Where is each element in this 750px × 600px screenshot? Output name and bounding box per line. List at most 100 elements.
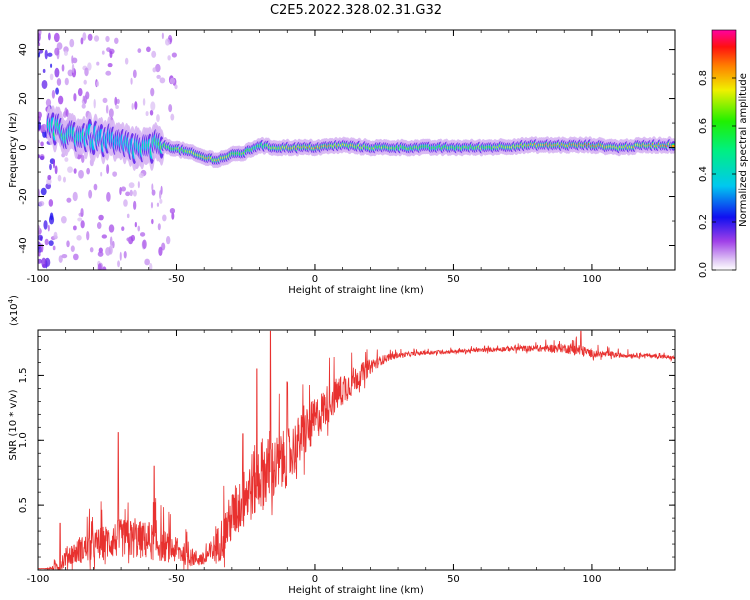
spectrogram-noise-cell (169, 77, 175, 85)
spectrogram-noise-cell (114, 96, 118, 106)
spectrogram-noise-cell (93, 98, 96, 109)
spectrogram-noise-cell (42, 68, 46, 73)
spectrogram-noise-cell (40, 187, 47, 196)
spectrogram-noise-cell (170, 113, 175, 121)
snr-series-line (38, 330, 675, 570)
spectrogram-noise-cell (126, 213, 130, 219)
spectrogram-noise-cell (52, 245, 56, 251)
spectrogram-noise-cell (40, 243, 44, 253)
spectrogram-noise-cell (149, 109, 154, 116)
y-tick-label: 1.5 (18, 367, 29, 383)
spectrogram-axes: -100 -50 0 50 100 -40 -20 0 20 40 (18, 30, 676, 285)
spectrogram-noise-cell (125, 191, 131, 197)
spectrogram-noise-cell (98, 214, 104, 221)
spectrogram-noise-cell (139, 232, 146, 237)
spectrogram-noise-cell (66, 197, 72, 203)
spectrogram-noise-cell (47, 224, 50, 232)
spectrogram-noise-cell (149, 263, 153, 270)
spectrogram-noise-cell (38, 188, 41, 198)
spectrogram-noise-cell (123, 199, 128, 207)
y-tick-label: -40 (18, 237, 29, 253)
colorbar-tick-label: 0.2 (698, 214, 709, 230)
spectrogram-noise-cell (132, 189, 137, 197)
spectrogram-noise-cell (69, 38, 75, 48)
spectrogram-noise-cell (116, 98, 120, 105)
spectrogram-noise-cell (115, 104, 119, 110)
spectrogram-noise-cell (150, 201, 154, 209)
spectrogram-noise-cell (134, 221, 137, 228)
spectrogram-noise-cell (138, 172, 144, 178)
spectrogram-noise-cell (57, 174, 62, 182)
spectrogram-noise-cell (146, 46, 151, 53)
spectrogram-noise-cell (66, 240, 70, 248)
spectrogram-noise-cell (58, 255, 63, 263)
spectrogram-noise-cell (159, 198, 163, 204)
spectrogram-noise-cell (161, 32, 164, 40)
spectrogram-noise-cell (102, 266, 107, 270)
spectrogram-noise-cell (158, 246, 163, 256)
y-tick-label: -20 (18, 188, 29, 204)
spectrogram-noise-cell (150, 87, 155, 97)
spectrogram-noise-cell (155, 63, 161, 73)
spectrogram-noise-cell (171, 212, 175, 220)
x-tick-label: 50 (447, 574, 460, 585)
spectrogram-noise-cell (97, 263, 102, 270)
spectrogram-noise-cell (101, 234, 108, 239)
spectrogram-noise-cell (48, 240, 54, 246)
spectrogram-noise-cell (156, 114, 160, 123)
spectrogram-noise-cell (97, 251, 104, 257)
spectrogram-panel: -100 -50 0 50 100 -40 -20 0 20 40 Height of strai… (8, 29, 676, 296)
spectrogram-noise-cell (96, 222, 102, 230)
spectrogram-noise-cell (109, 236, 113, 247)
colorbar: 0.0 0.2 0.4 0.6 0.8 Normalized spectral ampl… (698, 29, 749, 278)
x-tick-label: 50 (447, 274, 460, 285)
x-tick-label: -100 (27, 274, 50, 285)
spectrogram-noise-cell (41, 123, 47, 133)
x-tick-label: 100 (582, 274, 601, 285)
spectrogram-noise-cell (112, 240, 115, 249)
spectrogram-noise-cell (57, 95, 64, 105)
spectrogram-noise-cell (142, 98, 146, 106)
spectrogram-noise-cell (156, 202, 160, 207)
spectrogram-noise-cell (150, 101, 156, 111)
snr-scale-close: ) (9, 295, 20, 299)
spectrogram-noise-cell (162, 214, 167, 222)
snr-frame (37, 329, 676, 571)
spectrogram-noise-cell (101, 50, 105, 55)
spectrogram-noise-cell (109, 50, 113, 59)
snr-axes: -100 -50 0 50 100 0.5 1.0 1.5 (18, 330, 676, 585)
spectrogram-noise-cell (38, 200, 45, 207)
spectrogram-noise-cell (77, 88, 83, 97)
spectrogram-noise-cell (144, 258, 151, 266)
spectrogram-noise-cell (165, 236, 171, 245)
snr-x-label: Height of straight line (km) (288, 585, 424, 596)
snr-scale-base: (x10 (9, 303, 20, 326)
spectrogram-noise-cell (137, 48, 142, 53)
spectrogram-noise-cell (64, 77, 69, 86)
spectrogram-noise-cell (151, 183, 154, 192)
spectrogram-noise-cell (61, 254, 68, 259)
y-tick-label: 0 (18, 144, 29, 150)
spectrogram-noise-cell (51, 89, 56, 99)
spectrogram-noise-cell (38, 258, 43, 264)
spectrogram-noise-cell (38, 224, 41, 231)
spectrogram-noise-cell (171, 52, 177, 58)
spectrogram-noise-cell (84, 67, 89, 77)
spectrogram-noise-cell (47, 174, 52, 181)
spectrogram-noise-cell (54, 165, 58, 175)
spectrogram-noise-cell (63, 46, 69, 53)
spectrogram-noise-cell (105, 35, 110, 43)
y-tick-label: 1.0 (18, 432, 29, 448)
x-tick-label: -100 (27, 574, 50, 585)
spectrogram-noise-cell (129, 189, 133, 197)
spectrogram-noise-cell (157, 223, 161, 231)
y-tick-label: 0.5 (18, 497, 29, 513)
snr-panel: -100 -50 0 50 100 0.5 1.0 1.5 Height of straigh… (7, 295, 676, 596)
colorbar-gradient (711, 29, 737, 271)
spectrogram-noise-cell (76, 234, 82, 241)
spectrogram-noise-cell (132, 69, 137, 79)
spectrogram-noise-cell (156, 74, 161, 79)
spectrogram-noise-cell (77, 217, 83, 222)
spectrogram-noise-cell (49, 163, 52, 171)
